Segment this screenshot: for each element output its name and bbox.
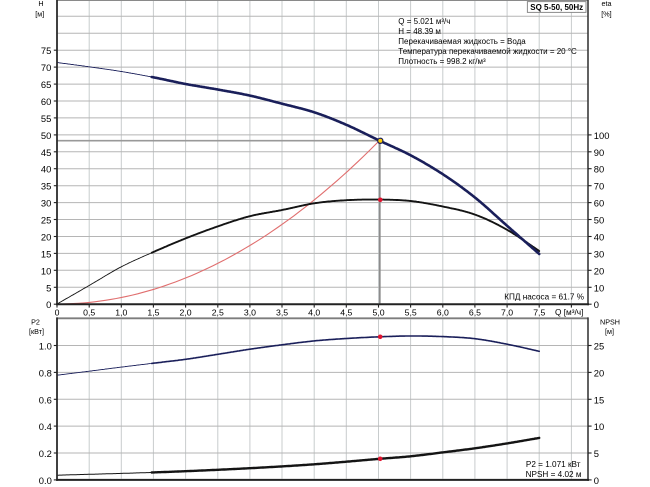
svg-text:Q [м³/ч]: Q [м³/ч] <box>555 307 583 317</box>
svg-text:15: 15 <box>594 394 604 405</box>
svg-text:70: 70 <box>594 181 604 192</box>
svg-text:7,0: 7,0 <box>501 307 513 317</box>
svg-text:2,5: 2,5 <box>212 307 224 317</box>
svg-text:Температура перекачиваемой жид: Температура перекачиваемой жидкости = 20… <box>398 47 577 56</box>
svg-text:P2: P2 <box>31 318 40 327</box>
svg-text:0,5: 0,5 <box>83 307 95 317</box>
svg-text:7,5: 7,5 <box>533 307 545 317</box>
svg-text:20: 20 <box>41 231 51 242</box>
svg-text:КПД насоса = 61.7 %: КПД насоса = 61.7 % <box>504 293 584 302</box>
svg-text:5: 5 <box>594 448 599 459</box>
svg-text:[м]: [м] <box>35 9 44 18</box>
svg-text:4,5: 4,5 <box>340 307 352 317</box>
svg-text:0.0: 0.0 <box>39 475 52 486</box>
svg-text:Плотность = 998.2 кг/м³: Плотность = 998.2 кг/м³ <box>398 57 486 66</box>
svg-text:20: 20 <box>594 265 604 276</box>
svg-text:50: 50 <box>41 130 51 141</box>
svg-text:10: 10 <box>41 265 51 276</box>
svg-text:0.6: 0.6 <box>39 394 52 405</box>
svg-text:[м]: [м] <box>605 327 614 336</box>
svg-text:1,0: 1,0 <box>115 307 127 317</box>
svg-text:0.2: 0.2 <box>39 448 52 459</box>
svg-text:NPSH = 4.02 м: NPSH = 4.02 м <box>526 470 582 479</box>
svg-text:NPSH: NPSH <box>600 318 620 327</box>
svg-text:50: 50 <box>594 215 604 226</box>
svg-text:10: 10 <box>594 282 604 293</box>
svg-text:eta: eta <box>602 0 612 8</box>
svg-text:75: 75 <box>41 45 51 56</box>
svg-text:30: 30 <box>41 198 51 209</box>
svg-text:H = 48.39 м: H = 48.39 м <box>398 27 441 36</box>
svg-text:5,0: 5,0 <box>372 307 384 317</box>
svg-text:3,0: 3,0 <box>244 307 256 317</box>
svg-text:0.8: 0.8 <box>39 367 52 378</box>
svg-text:30: 30 <box>594 248 604 259</box>
svg-text:10: 10 <box>594 421 604 432</box>
svg-text:40: 40 <box>41 164 51 175</box>
svg-text:65: 65 <box>41 79 51 90</box>
svg-text:45: 45 <box>41 147 51 158</box>
svg-text:0: 0 <box>594 475 599 486</box>
svg-text:Q = 5.021 м³/ч: Q = 5.021 м³/ч <box>398 17 450 26</box>
svg-text:25: 25 <box>41 215 51 226</box>
svg-text:1.0: 1.0 <box>39 341 52 352</box>
svg-text:0: 0 <box>55 307 60 317</box>
svg-text:70: 70 <box>41 62 51 73</box>
svg-text:20: 20 <box>594 367 604 378</box>
svg-text:SQ 5-50, 50Hz: SQ 5-50, 50Hz <box>530 3 583 12</box>
svg-text:3,5: 3,5 <box>276 307 288 317</box>
svg-text:25: 25 <box>594 341 604 352</box>
svg-text:80: 80 <box>594 164 604 175</box>
svg-text:60: 60 <box>594 198 604 209</box>
svg-text:35: 35 <box>41 181 51 192</box>
svg-text:40: 40 <box>594 231 604 242</box>
svg-text:90: 90 <box>594 147 604 158</box>
svg-text:5,5: 5,5 <box>405 307 417 317</box>
svg-text:1,5: 1,5 <box>147 307 159 317</box>
svg-text:6,0: 6,0 <box>437 307 449 317</box>
svg-text:15: 15 <box>41 248 51 259</box>
svg-text:H: H <box>38 0 43 8</box>
svg-text:4,0: 4,0 <box>308 307 320 317</box>
svg-text:2,0: 2,0 <box>180 307 192 317</box>
svg-text:100: 100 <box>594 130 610 141</box>
svg-text:6,5: 6,5 <box>469 307 481 317</box>
svg-text:55: 55 <box>41 113 51 124</box>
svg-text:60: 60 <box>41 96 51 107</box>
svg-text:[кВт]: [кВт] <box>29 327 44 336</box>
svg-text:0: 0 <box>594 299 599 310</box>
svg-text:Перекачиваемая жидкость = Вода: Перекачиваемая жидкость = Вода <box>398 37 526 46</box>
svg-text:[%]: [%] <box>601 9 611 18</box>
svg-text:0.4: 0.4 <box>39 421 52 432</box>
svg-text:P2 = 1.071 кВт: P2 = 1.071 кВт <box>526 460 581 469</box>
svg-text:0: 0 <box>46 299 51 310</box>
svg-text:5: 5 <box>46 282 51 293</box>
